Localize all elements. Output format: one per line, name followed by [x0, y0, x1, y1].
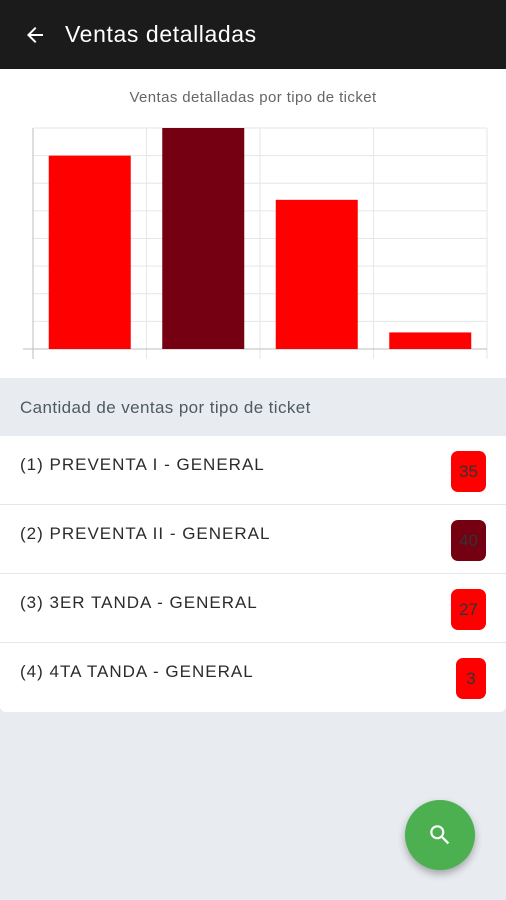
count-badge: 3 — [456, 658, 486, 699]
search-fab[interactable] — [405, 800, 475, 870]
list-item[interactable]: (1) PREVENTA I - GENERAL 35 — [0, 436, 506, 505]
app-bar: Ventas detalladas — [0, 0, 506, 69]
section-header-label: Cantidad de ventas por tipo de ticket — [20, 398, 311, 417]
list-item[interactable]: (3) 3ER TANDA - GENERAL 27 — [0, 574, 506, 643]
item-label: (2) PREVENTA II - GENERAL — [20, 524, 271, 543]
count-badge: 40 — [451, 520, 486, 561]
bar — [275, 199, 358, 349]
search-icon — [430, 825, 450, 845]
list-item[interactable]: (4) 4TA TANDA - GENERAL 3 — [0, 643, 506, 712]
item-label: (3) 3ER TANDA - GENERAL — [20, 593, 258, 612]
count-badge: 27 — [451, 589, 486, 630]
chart-card: Ventas detalladas por tipo de ticket — [0, 69, 506, 378]
bar — [389, 332, 472, 349]
sales-bar-chart — [23, 127, 488, 359]
bar — [48, 155, 131, 349]
count-badge: 35 — [451, 451, 486, 492]
ticket-list: (1) PREVENTA I - GENERAL 35 (2) PREVENTA… — [0, 436, 506, 712]
bar — [162, 128, 245, 349]
item-label: (4) 4TA TANDA - GENERAL — [20, 662, 254, 681]
page-title: Ventas detalladas — [65, 21, 257, 47]
chart-title: Ventas detalladas por tipo de ticket — [129, 89, 377, 106]
item-label: (1) PREVENTA I - GENERAL — [20, 455, 265, 474]
list-item[interactable]: (2) PREVENTA II - GENERAL 40 — [0, 505, 506, 574]
section-header: Cantidad de ventas por tipo de ticket — [0, 378, 506, 436]
arrow-left-icon — [27, 26, 43, 43]
back-button[interactable] — [15, 15, 55, 55]
